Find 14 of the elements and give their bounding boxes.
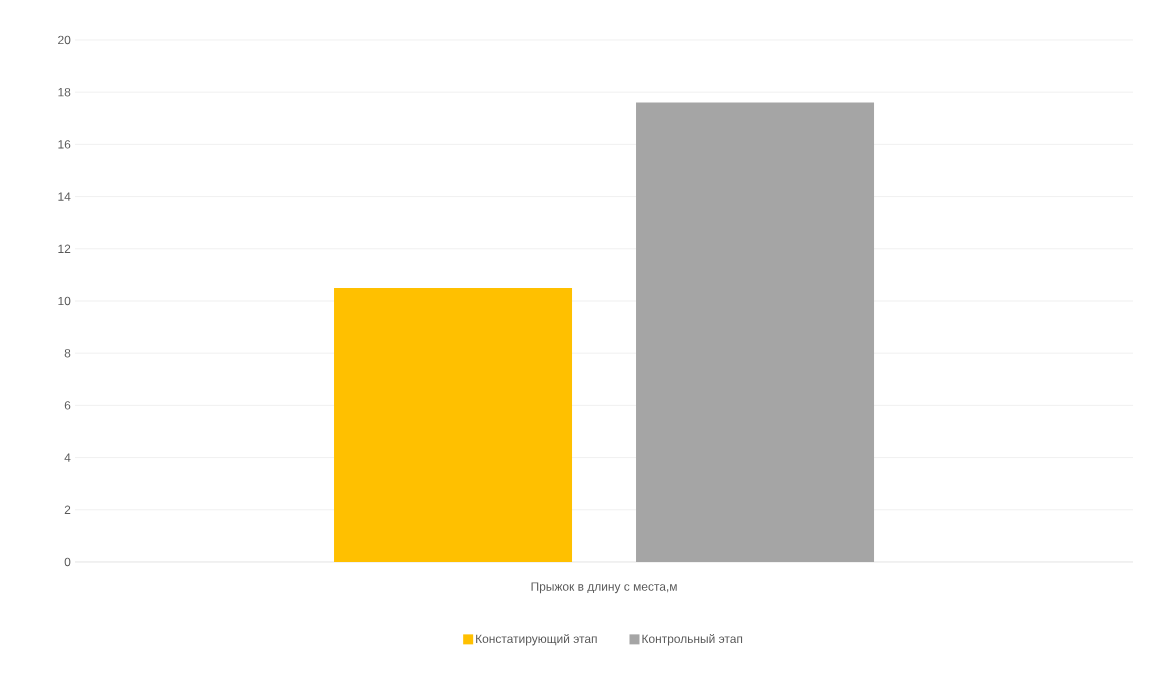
y-tick-label: 18 [58,87,71,97]
legend-label: Констатирующий этап [476,634,597,646]
y-tick-label: 10 [58,296,71,306]
y-tick-label: 0 [64,557,71,567]
y-tick-label: 8 [64,348,71,358]
legend-label: Контрольный этап [642,634,743,646]
y-tick-label: 6 [64,401,71,410]
y-tick-label: 2 [64,505,71,514]
y-tick-label: 4 [64,453,71,462]
y-tick-label: 14 [58,192,71,201]
x-tick-label: Прыжок в длину с места,м [531,582,677,594]
y-tick-label: 16 [58,140,71,149]
y-tick-label: 20 [58,35,71,45]
y-tick-label: 12 [58,244,71,253]
